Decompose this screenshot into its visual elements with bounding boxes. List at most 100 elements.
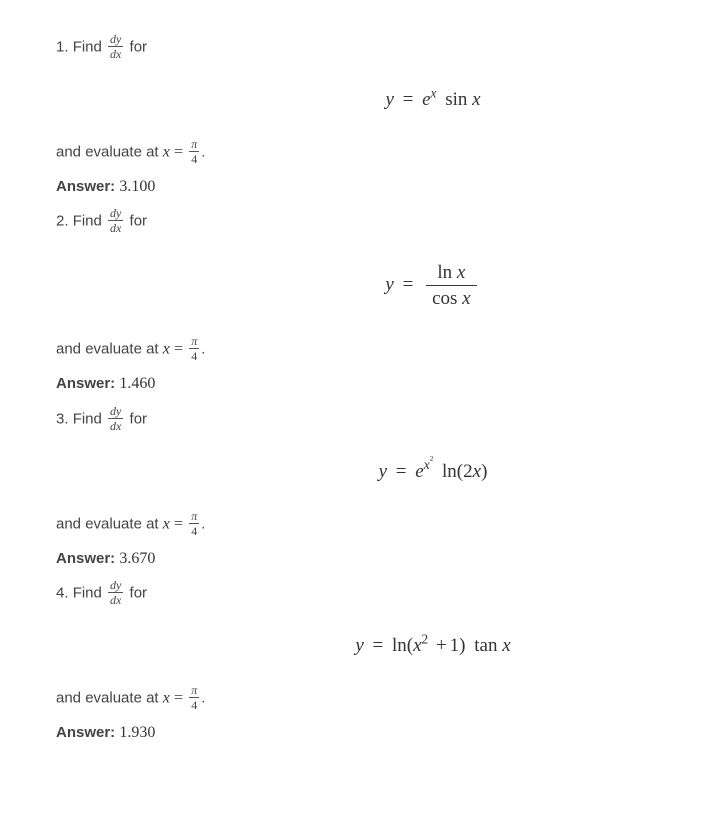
eval-prefix: and evaluate at: [56, 341, 159, 358]
problem-2-prompt: 2. Find dy dx for: [56, 208, 670, 235]
pi-num: π: [189, 684, 199, 698]
answer-label: Answer:: [56, 550, 115, 567]
eq-e: e: [415, 461, 423, 482]
eq-tan: tan: [474, 635, 497, 656]
problem-1-prompt: 1. Find dy dx for: [56, 34, 670, 61]
page: 1. Find dy dx for y = ex sin x and evalu…: [0, 0, 710, 817]
problem-number: 1.: [56, 38, 69, 55]
eq-lhs: y: [355, 635, 363, 656]
dydx-den: dx: [108, 419, 123, 432]
for-label: for: [130, 585, 148, 602]
problem-3: 3. Find dy dx for y = ex2 ln(2x) and eva…: [56, 406, 670, 570]
eval-eq: =: [174, 515, 183, 532]
pi-den: 4: [189, 698, 199, 711]
period: .: [201, 690, 205, 707]
problem-2-equation: y = ln x cos x: [56, 263, 670, 308]
problem-4-prompt: 4. Find dy dx for: [56, 580, 670, 607]
eq-sin-arg: x: [472, 89, 480, 110]
answer-label: Answer:: [56, 724, 115, 741]
eq-ln: ln: [392, 635, 407, 656]
eq-sin: sin: [445, 89, 467, 110]
answer-value: 1.460: [119, 375, 155, 392]
problem-2: 2. Find dy dx for y = ln x cos x and eva…: [56, 208, 670, 395]
dydx-fraction: dy dx: [108, 207, 123, 234]
problem-4-evaluate: and evaluate at x = π 4 .: [56, 685, 670, 712]
eq-ln-arg: x: [457, 262, 465, 283]
dydx-fraction: dy dx: [108, 405, 123, 432]
pi-num: π: [189, 335, 199, 349]
period: .: [201, 515, 205, 532]
eq-sign: =: [373, 635, 384, 656]
eq-close: ): [459, 635, 465, 656]
problem-3-prompt: 3. Find dy dx for: [56, 406, 670, 433]
period: .: [201, 143, 205, 160]
dydx-num: dy: [108, 405, 123, 419]
eval-var: x: [163, 341, 170, 358]
answer-label: Answer:: [56, 178, 115, 195]
dydx-den: dx: [108, 593, 123, 606]
eval-var: x: [163, 515, 170, 532]
eq-coef: 2: [463, 461, 473, 482]
problem-number: 4.: [56, 585, 69, 602]
eval-eq: =: [174, 690, 183, 707]
find-label: Find: [73, 410, 102, 427]
eq-exp-x: x2: [424, 457, 434, 472]
problem-4-equation: y = ln(x2 +1) tan x: [56, 635, 670, 657]
problem-3-equation: y = ex2 ln(2x): [56, 461, 670, 483]
eq-lhs: y: [385, 89, 393, 110]
answer-value: 3.100: [119, 178, 155, 195]
for-label: for: [130, 213, 148, 230]
eq-frac-num: ln x: [426, 263, 477, 286]
eq-frac-den: cos x: [426, 286, 477, 308]
for-label: for: [130, 38, 148, 55]
eq-base: x: [413, 635, 421, 656]
dydx-fraction: dy dx: [108, 579, 123, 606]
eq-plus: +: [436, 635, 447, 656]
dydx-num: dy: [108, 207, 123, 221]
problem-3-answer: Answer: 3.670: [56, 548, 670, 570]
answer-label: Answer:: [56, 375, 115, 392]
eq-exp: x: [431, 86, 437, 101]
eq-sign: =: [396, 461, 407, 482]
eq-ln: ln: [437, 262, 452, 283]
find-label: Find: [73, 213, 102, 230]
answer-value: 1.930: [119, 724, 155, 741]
pi-over-4: π 4: [189, 335, 199, 362]
eq-sign: =: [403, 274, 414, 295]
find-label: Find: [73, 585, 102, 602]
eval-var: x: [163, 143, 170, 160]
eq-ln: ln: [442, 461, 457, 482]
problem-1-evaluate: and evaluate at x = π 4 .: [56, 139, 670, 166]
eq-pow: 2: [422, 632, 429, 647]
pi-over-4: π 4: [189, 138, 199, 165]
dydx-den: dx: [108, 47, 123, 60]
eq-lhs: y: [379, 461, 387, 482]
eq-close: ): [481, 461, 487, 482]
eq-exp-base: x: [424, 457, 430, 472]
problem-4-answer: Answer: 1.930: [56, 722, 670, 744]
period: .: [201, 341, 205, 358]
pi-num: π: [189, 138, 199, 152]
eval-eq: =: [174, 341, 183, 358]
eq-tan-arg: x: [502, 635, 510, 656]
problem-4: 4. Find dy dx for y = ln(x2 +1) tan x an…: [56, 580, 670, 744]
eq-one: 1: [450, 635, 460, 656]
problem-2-evaluate: and evaluate at x = π 4 .: [56, 336, 670, 363]
pi-den: 4: [189, 349, 199, 362]
problem-1-answer: Answer: 3.100: [56, 176, 670, 198]
dydx-fraction: dy dx: [108, 33, 123, 60]
eq-cos: cos: [432, 288, 457, 309]
pi-num: π: [189, 510, 199, 524]
dydx-num: dy: [108, 33, 123, 47]
dydx-den: dx: [108, 221, 123, 234]
problem-2-answer: Answer: 1.460: [56, 373, 670, 395]
eval-prefix: and evaluate at: [56, 690, 159, 707]
problem-3-evaluate: and evaluate at x = π 4 .: [56, 511, 670, 538]
find-label: Find: [73, 38, 102, 55]
eq-sign: =: [403, 89, 414, 110]
eq-exp-pow: 2: [430, 454, 434, 463]
pi-over-4: π 4: [189, 684, 199, 711]
problem-1: 1. Find dy dx for y = ex sin x and evalu…: [56, 34, 670, 198]
for-label: for: [130, 410, 148, 427]
eq-cos-arg: x: [462, 288, 470, 309]
